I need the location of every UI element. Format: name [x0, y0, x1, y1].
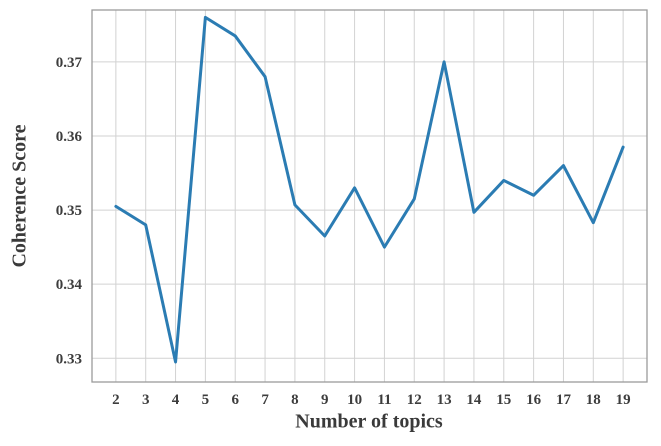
x-tick-label: 8: [291, 392, 299, 408]
x-tick-label: 6: [231, 392, 239, 408]
plot-border: [91, 9, 648, 383]
x-tick-label: 16: [526, 392, 542, 408]
x-tick-label: 2: [112, 392, 120, 408]
y-tick-label: 0.35: [56, 203, 82, 219]
x-tick-label: 18: [586, 392, 601, 408]
x-tick-label: 10: [347, 392, 362, 408]
y-axis-label: Coherence Score: [8, 124, 31, 268]
x-tick-label: 4: [172, 392, 180, 408]
x-tick-label: 14: [466, 392, 482, 408]
x-tick-label: 15: [496, 392, 511, 408]
y-tick-label: 0.34: [56, 277, 83, 293]
x-tick-label: 3: [142, 392, 150, 408]
gridlines: [92, 10, 647, 382]
y-tick-label: 0.37: [56, 55, 83, 71]
x-tick-label: 9: [321, 392, 329, 408]
y-tick-label: 0.36: [56, 129, 83, 145]
x-tick-label: 12: [407, 392, 422, 408]
y-tick-labels: 0.33 0.34 0.35 0.36 0.37: [56, 55, 83, 367]
x-tick-label: 11: [377, 392, 391, 408]
x-tick-label: 17: [556, 392, 572, 408]
x-tick-label: 7: [261, 392, 269, 408]
x-tick-label: 13: [437, 392, 452, 408]
x-tick-labels: 2 3 4 5 6 7 8 9 10 11 12 13 14 15 16 17 18 19: [112, 392, 631, 408]
y-tick-label: 0.33: [56, 351, 82, 367]
x-axis-label: Number of topics: [295, 410, 443, 433]
coherence-line: [114, 15, 625, 364]
x-tick-label: 19: [616, 392, 631, 408]
x-tick-label: 5: [202, 392, 210, 408]
